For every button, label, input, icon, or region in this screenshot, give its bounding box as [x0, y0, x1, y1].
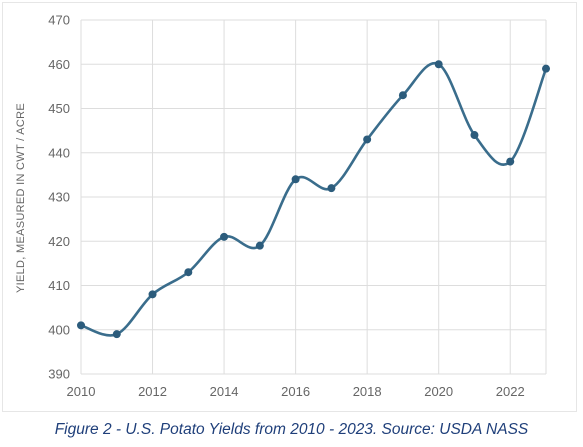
y-tick-label: 390 — [48, 367, 70, 382]
x-tick-label: 2010 — [67, 384, 96, 399]
data-point — [542, 64, 550, 73]
data-point — [327, 184, 336, 193]
x-tick-label: 2020 — [424, 384, 453, 399]
data-point — [77, 321, 85, 330]
marker-layer — [77, 60, 550, 339]
axis-layer: 390 400 410 420 430 440 450 460 470 2010 2012 2014 2… — [48, 13, 524, 400]
y-tick-label: 450 — [48, 101, 70, 116]
x-tick-label: 2022 — [496, 384, 525, 399]
y-tick-label: 440 — [48, 145, 70, 160]
data-point — [470, 131, 479, 140]
grid-layer — [80, 19, 547, 375]
data-point — [148, 290, 157, 299]
data-point — [363, 135, 372, 144]
data-point — [434, 60, 443, 69]
x-tick-label: 2014 — [210, 384, 239, 399]
data-point — [220, 232, 229, 241]
chart-frame — [2, 2, 577, 412]
y-axis-label: YIELD, MEASURED IN CWT / ACRE — [15, 102, 27, 294]
data-point — [291, 175, 300, 184]
data-point — [255, 241, 264, 250]
data-point — [506, 157, 515, 166]
x-tick-label: 2016 — [281, 384, 310, 399]
figure-caption: Figure 2 - U.S. Potato Yields from 2010 … — [54, 421, 529, 438]
data-point — [112, 330, 121, 339]
x-tick-label: 2018 — [353, 384, 382, 399]
y-tick-label: 410 — [48, 278, 70, 293]
y-tick-label: 470 — [48, 13, 70, 28]
y-tick-label: 420 — [48, 234, 70, 249]
x-tick-label: 2012 — [138, 384, 167, 399]
y-tick-label: 430 — [48, 190, 70, 205]
y-tick-label: 460 — [48, 57, 70, 72]
data-point — [398, 91, 407, 100]
y-tick-label: 400 — [48, 322, 70, 337]
data-point — [184, 268, 193, 277]
